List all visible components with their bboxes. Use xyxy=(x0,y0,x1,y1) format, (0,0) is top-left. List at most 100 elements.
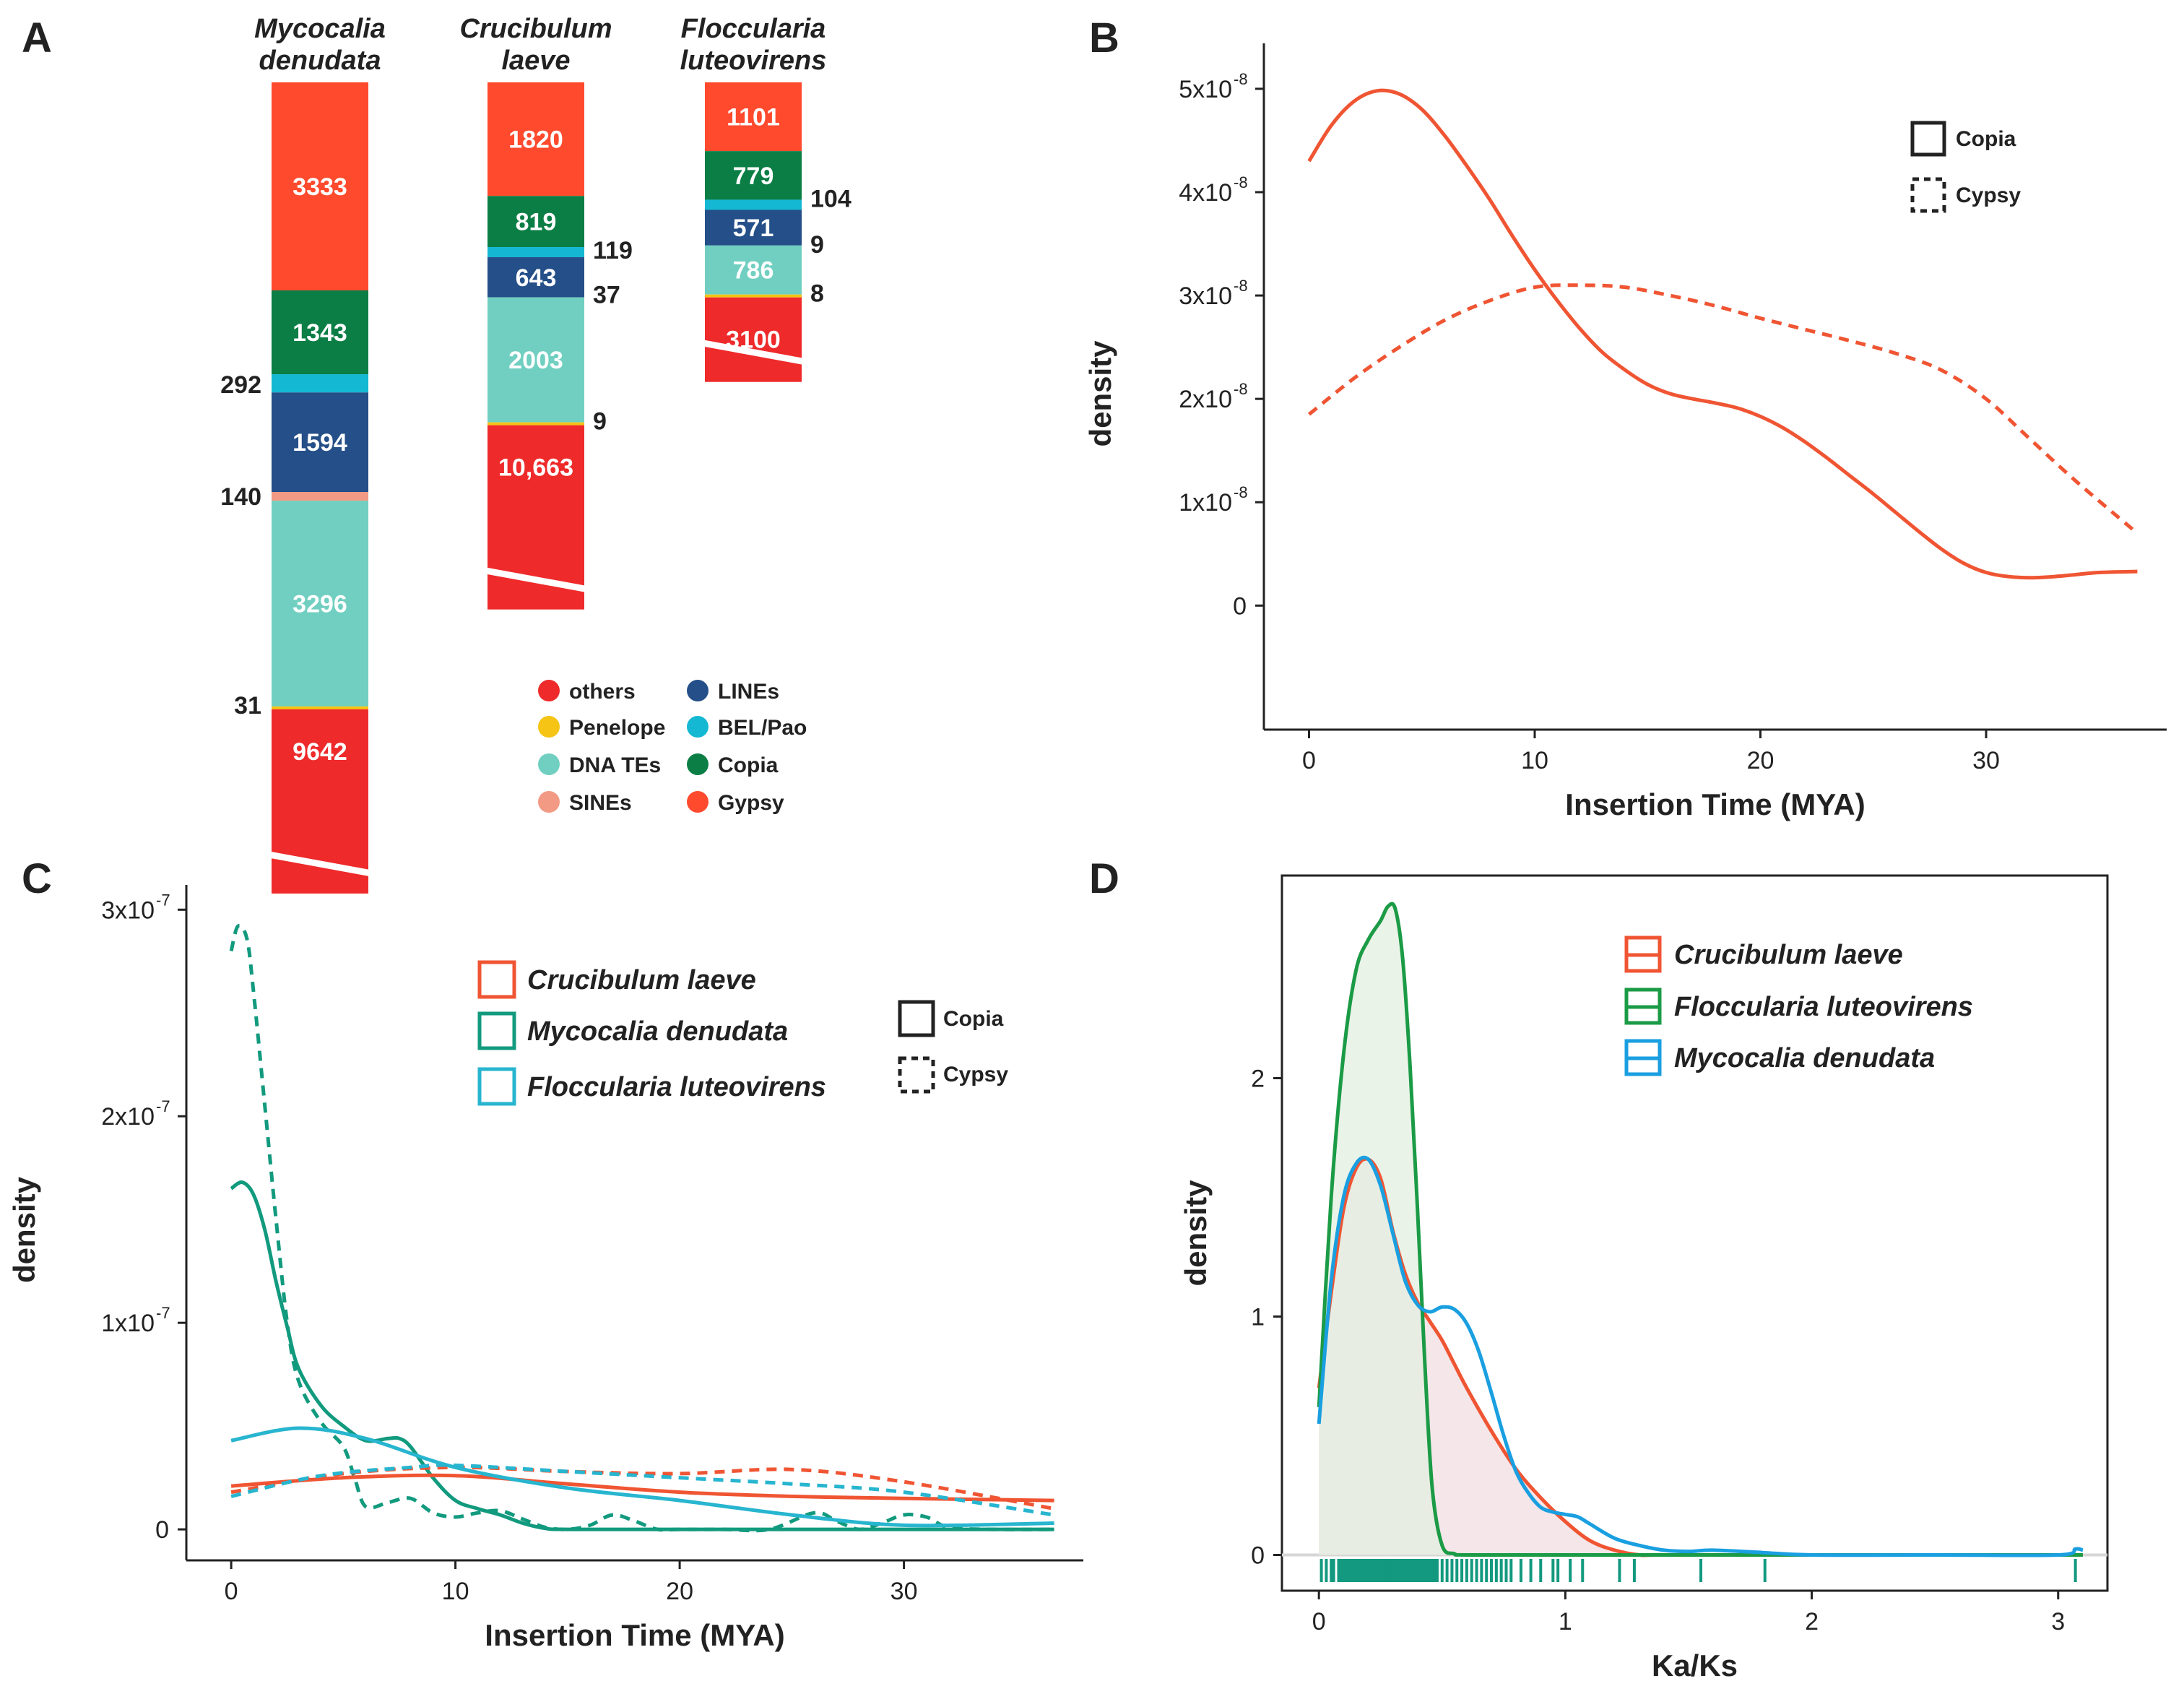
panel-label-b: B xyxy=(1089,14,1119,61)
bar-value-lines: 571 xyxy=(733,215,774,242)
legend-key-solid xyxy=(1910,121,1946,157)
species-title-line1: Floccularia xyxy=(681,14,826,44)
y-tick-label: 1x10 xyxy=(101,1310,155,1337)
bar-segment-lines-1 xyxy=(488,257,584,298)
legend-swatch-gypsy xyxy=(687,791,708,813)
legend-label-species: Floccularia luteovirens xyxy=(1674,992,1973,1022)
series-line-2 xyxy=(1317,1155,2084,1557)
bar-value-gypsy: 1101 xyxy=(727,104,780,131)
legend-label-species: Crucibulum laeve xyxy=(527,965,756,995)
y-tick-label: 2x10 xyxy=(1179,386,1232,413)
bar-value-gypsy: 1820 xyxy=(508,126,563,154)
legend-key-species xyxy=(477,960,516,999)
x-axis-label: Insertion Time (MYA) xyxy=(1565,787,1865,821)
legend-swatch-sines xyxy=(538,791,560,813)
x-axis-label: Ka/Ks xyxy=(1652,1648,1738,1681)
species-title-line1: Crucibulum xyxy=(459,14,612,44)
bar-value-dna_tes: 3296 xyxy=(292,591,347,618)
series-fill-1 xyxy=(1319,903,2083,1555)
species-title-line2: denudata xyxy=(259,46,381,76)
legend-label-copia: Copia xyxy=(1956,127,2016,151)
legend-label-copia: Copia xyxy=(718,753,779,777)
x-tick-label: 0 xyxy=(225,1578,238,1605)
series-line-1 xyxy=(1317,902,2083,1557)
bar-segment-dna_tes-2 xyxy=(705,245,802,295)
bar-value-others: 3100 xyxy=(726,327,781,354)
bar-value-lines: 643 xyxy=(516,264,557,292)
x-tick-label: 30 xyxy=(1972,747,2000,774)
legend-swatch-bel_pao xyxy=(687,716,708,738)
x-tick-label: 20 xyxy=(1747,747,1774,774)
bar-segment-copia-2 xyxy=(705,151,802,200)
series-line-1 xyxy=(1307,283,2139,535)
plot-frame xyxy=(1280,874,2109,1592)
series-line-5 xyxy=(230,1463,1054,1517)
bar-side-label: 292 xyxy=(220,371,261,399)
legend-key-solid xyxy=(898,1000,935,1037)
bar-value-lines: 1594 xyxy=(292,429,347,457)
y-tick-label: 3x10 xyxy=(1179,282,1232,310)
bar-segment-lines-0 xyxy=(272,392,368,493)
bar-segment-penelope-2 xyxy=(705,294,802,298)
legend-label-species: Crucibulum laeve xyxy=(1674,940,1903,970)
bar-segment-sines-0 xyxy=(272,492,368,501)
bar-segment-copia-1 xyxy=(488,196,584,248)
legend-key-species xyxy=(477,1011,516,1050)
bar-segment-gypsy-2 xyxy=(705,82,802,152)
x-tick-label: 1 xyxy=(1559,1608,1572,1635)
bar-segment-dna_tes-1 xyxy=(488,297,584,423)
bar-value-others: 9642 xyxy=(292,738,347,766)
axis-break-2 xyxy=(701,340,805,366)
bar-value-others: 10,663 xyxy=(498,454,573,482)
panel-label-c: C xyxy=(22,855,52,902)
bar-segment-penelope-1 xyxy=(488,422,584,425)
series-line-4 xyxy=(230,1426,1054,1528)
bar-segment-others-2 xyxy=(705,297,802,382)
bar-side-label: 31 xyxy=(234,692,261,719)
y-axis-label: density xyxy=(1083,340,1117,447)
legend-swatch-copia xyxy=(687,753,708,775)
legend-swatch-lines xyxy=(687,680,708,701)
species-title-line2: luteovirens xyxy=(680,46,827,76)
bar-side-label: 104 xyxy=(810,185,852,212)
bar-segment-bel_pao-1 xyxy=(488,247,584,258)
x-tick-label: 20 xyxy=(666,1578,693,1605)
bar-segment-dna_tes-0 xyxy=(272,501,368,706)
y-tick-label: 2 xyxy=(1251,1066,1265,1093)
y-tick-label: 3x10 xyxy=(101,896,155,924)
axis-break-1 xyxy=(484,567,588,593)
panel-d-kaks-chart: 0 1 2 3 0 1 2 Ka/Ks density Crucibulum laeve Flocc… xyxy=(1179,874,2109,1681)
panel-label-d: D xyxy=(1089,855,1119,902)
y-tick-exponent: -7 xyxy=(156,1097,170,1115)
y-tick-label: 0 xyxy=(155,1516,169,1544)
y-tick-exponent: -8 xyxy=(1234,70,1248,88)
species-title-line1: Mycocalia xyxy=(254,14,386,44)
bar-segment-copia-0 xyxy=(272,290,368,375)
x-tick-label: 10 xyxy=(442,1578,469,1605)
legend-swatch-dna_tes xyxy=(538,753,560,775)
y-tick-label: 1 xyxy=(1251,1304,1265,1331)
x-tick-label: 30 xyxy=(890,1578,918,1605)
bar-segment-bel_pao-0 xyxy=(272,374,368,393)
x-tick-label: 10 xyxy=(1521,747,1548,774)
y-tick-label: 2x10 xyxy=(101,1103,155,1131)
bar-value-copia: 819 xyxy=(516,209,557,236)
bar-side-label: 8 xyxy=(810,280,824,308)
legend-label-dna_tes: DNA TEs xyxy=(569,753,661,777)
x-tick-label: 0 xyxy=(1312,1608,1326,1635)
bar-value-dna_tes: 2003 xyxy=(508,347,563,374)
bar-value-gypsy: 3333 xyxy=(292,173,347,201)
y-tick-label: 5x10 xyxy=(1179,76,1232,103)
y-axis-label: density xyxy=(1179,1180,1213,1287)
y-tick-exponent: -8 xyxy=(1234,173,1248,191)
bar-segment-gypsy-0 xyxy=(272,82,368,290)
legend-label-bel_pao: BEL/Pao xyxy=(718,716,807,740)
y-tick-exponent: -7 xyxy=(156,1304,170,1322)
legend-label-copia: Copia xyxy=(943,1007,1004,1031)
legend-swatch-penelope xyxy=(538,716,560,738)
bar-segment-penelope-0 xyxy=(272,706,368,709)
panel-a-stacked-bars: 3333 1343 1594 3296 9642 292 140 31 Mycocaliaden… xyxy=(220,14,852,894)
